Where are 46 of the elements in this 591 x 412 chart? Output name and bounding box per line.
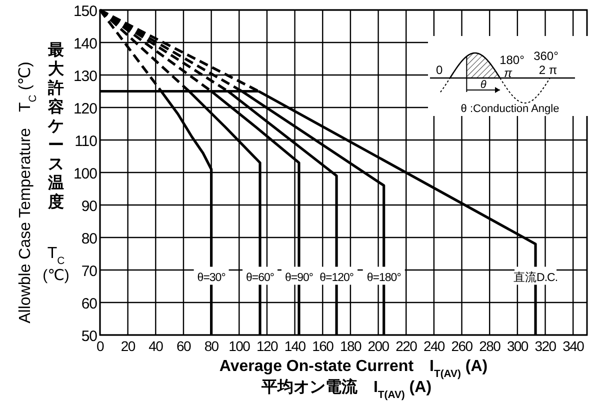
- x-tick-label: 80: [204, 338, 220, 354]
- x-tick-label: 20: [120, 338, 136, 354]
- annotation: 180°: [500, 53, 525, 67]
- annotation: 0: [436, 63, 443, 77]
- x-tick-label: 0: [96, 338, 104, 354]
- series-label: θ=180°: [366, 272, 401, 284]
- y-tick-label: 80: [81, 230, 98, 248]
- y-tick-label: 50: [81, 328, 98, 345]
- x-tick-label: 340: [562, 338, 585, 354]
- x-tick-label: 240: [423, 338, 446, 354]
- x-tick-label: 100: [228, 338, 251, 354]
- x-tick-label: 160: [312, 338, 334, 354]
- x-tick-label: 180: [340, 338, 362, 354]
- series-label: θ=120°: [320, 272, 354, 284]
- x-tick-label: 40: [148, 338, 164, 354]
- annotation: 360°: [534, 49, 559, 63]
- y-tick-label: 90: [81, 198, 98, 215]
- y-tick-label: 140: [73, 36, 98, 52]
- text: T$_{C}$: [47, 245, 66, 266]
- text: Average On-state Current I$_{T(AV)}$ (A) 平均オン電流 I$_{T(AV)}$ (A): [219, 358, 488, 400]
- x-tick-label: 120: [256, 338, 278, 354]
- x-tick-label: 220: [396, 338, 418, 354]
- x-tick-label: 200: [368, 338, 390, 354]
- series-label: θ=90°: [284, 272, 313, 284]
- series-label: θ=60°: [246, 272, 274, 284]
- x-tick-label: 320: [534, 338, 557, 354]
- y-tick-label: 70: [81, 263, 98, 280]
- y-tick-label: 120: [73, 100, 98, 118]
- y-tick-label: 110: [74, 133, 98, 150]
- annotation: θ: [480, 79, 486, 91]
- x-tick-label: 260: [451, 338, 474, 354]
- text: (℃): [42, 267, 70, 284]
- x-tick-label: 280: [479, 338, 502, 354]
- y-tick-label: 150: [73, 3, 98, 20]
- annotation: θ :Conduction Angle: [460, 103, 560, 115]
- series-label: θ=30°: [197, 272, 226, 284]
- series-label: 直流D.C.: [514, 270, 558, 284]
- y-tick-label: 60: [81, 296, 98, 312]
- annotation: 2 π: [538, 63, 558, 77]
- text: 最大許容ケース温度: [48, 42, 64, 211]
- y-tick-label: 100: [73, 166, 98, 182]
- y-tick-label: 130: [73, 68, 98, 85]
- x-tick-label: 140: [284, 338, 306, 354]
- x-tick-label: 300: [506, 338, 529, 354]
- annotation: π: [504, 66, 513, 80]
- x-tick-label: 60: [176, 338, 192, 354]
